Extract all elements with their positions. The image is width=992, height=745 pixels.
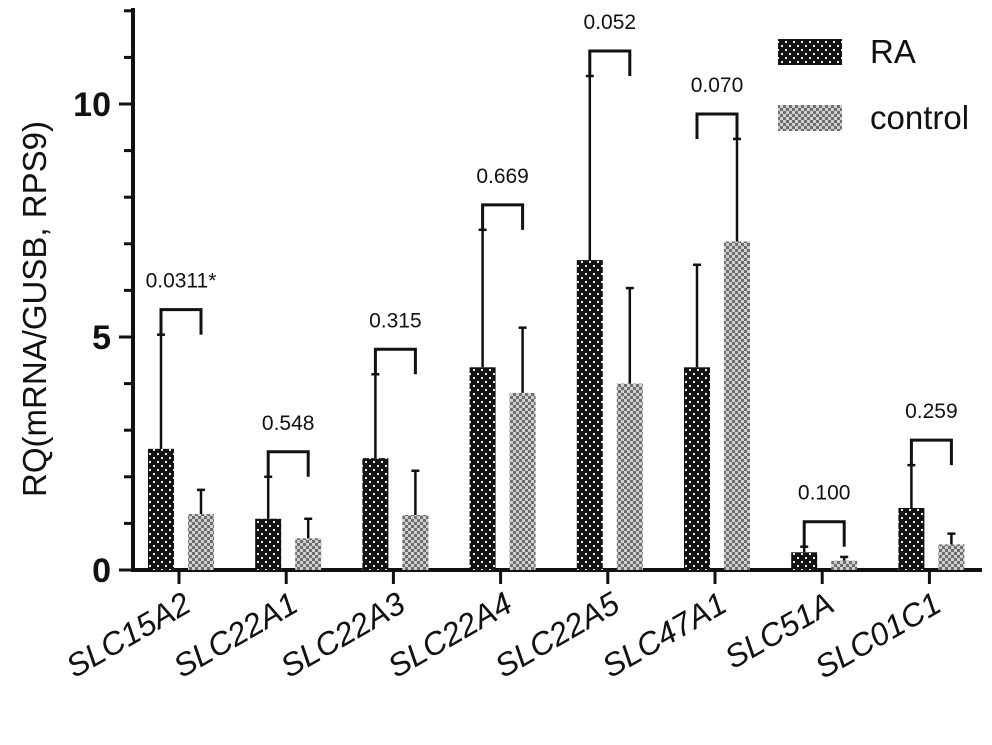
bar-ra [791, 552, 818, 570]
bar-ra [255, 518, 282, 570]
bar-ra [576, 260, 603, 570]
bar-control [188, 514, 214, 570]
legend-swatch-control [778, 105, 842, 131]
bar-control [938, 544, 965, 570]
bar-ra [684, 367, 710, 570]
bar-control [724, 241, 750, 570]
p-value-label: 0.052 [584, 11, 637, 34]
bar-ra [469, 367, 496, 570]
bar-ra [148, 448, 174, 570]
significance-bracket [802, 520, 846, 547]
y-tick-label: 5 [92, 319, 111, 357]
p-value-label: 0.259 [905, 400, 958, 423]
bar-control [295, 538, 322, 570]
bar-control [616, 383, 643, 570]
bar-control [402, 515, 429, 570]
bar-control [831, 560, 858, 570]
p-value-label: 0.070 [691, 74, 744, 97]
significance-bracket [373, 347, 417, 375]
legend-label-control: control [870, 99, 969, 136]
legend-label-ra: RA [870, 33, 916, 70]
p-value-label: 0.548 [262, 412, 315, 435]
p-value-label: 0.315 [369, 309, 422, 332]
significance-bracket [481, 203, 525, 230]
significance-bracket [695, 112, 739, 139]
bar-ra [898, 508, 925, 570]
legend-swatch-ra [778, 39, 842, 65]
significance-bracket [588, 49, 632, 77]
significance-bracket [909, 438, 953, 466]
x-category-label: SLC47A1 [596, 585, 733, 685]
y-tick-label: 10 [73, 86, 111, 124]
y-tick-label: 0 [92, 552, 111, 590]
y-axis-label: RQ(mRNA/GUSB, RPS9) [16, 121, 53, 497]
significance-bracket [159, 308, 203, 335]
bar-ra [362, 458, 389, 570]
bar-control [509, 392, 536, 570]
p-value-label: 0.100 [798, 482, 851, 505]
p-value-label: 0.669 [476, 165, 529, 188]
significance-bracket [266, 450, 310, 477]
p-value-label: 0.0311* [146, 270, 217, 293]
